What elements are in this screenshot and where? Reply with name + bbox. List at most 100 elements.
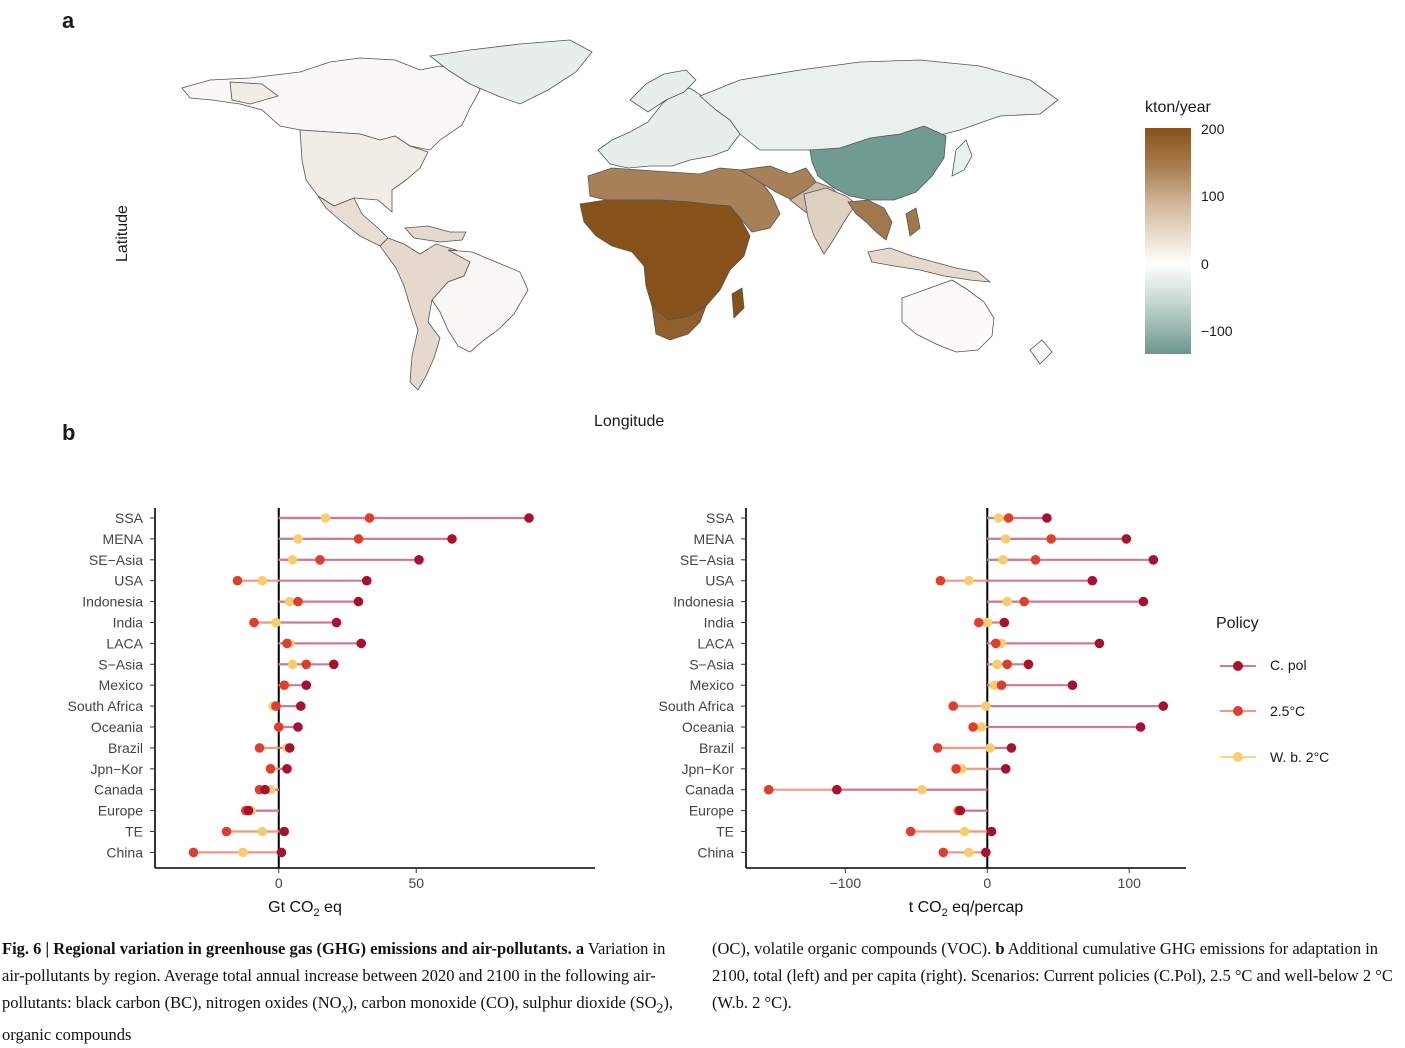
lollipop-point [992, 659, 1003, 670]
caption-right: (OC), volatile organic compounds (VOC). … [712, 935, 1396, 1016]
lollipop-point [243, 805, 254, 816]
world-map [181, 39, 1059, 391]
y-tick-label: Canada [94, 782, 143, 798]
lollipop-point [1094, 638, 1105, 649]
y-tick-label: SE−Asia [680, 552, 734, 568]
y-tick-label: SE−Asia [89, 552, 143, 568]
lollipop-point [249, 617, 259, 628]
lollipop-point [353, 534, 364, 544]
lollipop-point [293, 534, 303, 544]
lollipop-point [1087, 575, 1098, 586]
y-tick-label: USA [114, 573, 143, 589]
lollipop-point [1000, 534, 1011, 544]
lollipop-point [989, 680, 1000, 690]
y-tick-label: Europe [98, 803, 143, 819]
lollipop-point [1121, 534, 1132, 544]
map-region-te [699, 59, 1059, 151]
lollipop-point [273, 722, 284, 732]
lollipop-point [287, 659, 298, 670]
lollipop-point [279, 826, 290, 837]
policy-legend-title: Policy [1216, 615, 1259, 632]
caption-a-text-2: ), carbon monoxide (CO), sulphur dioxide… [347, 993, 657, 1012]
lollipop-point [301, 680, 312, 690]
policy-legend-label: 2.5°C [1270, 703, 1306, 719]
lollipop-point [293, 722, 303, 732]
map-region-se-asia [847, 199, 893, 241]
lollipop-point [320, 513, 331, 523]
y-tick-label: Mexico [99, 677, 144, 693]
lollipop-point [993, 513, 1004, 523]
lollipop-charts: 0 50 Gt CO2 eq SSA MENA SE−Asia USA Indonesia In… [68, 508, 1186, 919]
lollipop-point [964, 575, 974, 586]
x-tick-label: 100 [1118, 875, 1142, 891]
lollipop-point [284, 743, 295, 753]
colorbar-tick: 0 [1201, 256, 1209, 272]
panel-b-letter: b [62, 420, 76, 445]
lollipop-point [948, 701, 959, 711]
lollipop-point [315, 555, 325, 565]
y-tick-label: Europe [689, 803, 734, 819]
map-region-laca [379, 237, 471, 391]
lollipop-point [364, 513, 375, 523]
lollipop-point [331, 617, 342, 628]
y-tick-label: Indonesia [82, 594, 143, 610]
lollipop-point [1000, 764, 1011, 774]
lollipop-point [254, 743, 265, 753]
lollipop-point [917, 784, 927, 795]
lollipop-point [986, 826, 997, 837]
y-tick-label: Indonesia [673, 594, 734, 610]
x-axis-title: Gt CO2 eq [268, 899, 342, 919]
lollipop-point [832, 784, 842, 795]
lollipop-point [293, 596, 303, 607]
y-tick-label: MENA [103, 531, 144, 547]
map-region-laca [404, 225, 467, 243]
panel-a-letter: a [62, 8, 75, 33]
caption-fig-label: Fig. 6 | Regional variation in greenhous… [2, 939, 572, 958]
y-tick-label: SSA [115, 510, 144, 526]
caption-left: Fig. 6 | Regional variation in greenhous… [2, 935, 690, 1048]
caption-a-label: a [575, 939, 585, 958]
colorbar [1145, 128, 1191, 354]
colorbar-title: kton/year [1145, 99, 1211, 116]
lollipop-point [1042, 513, 1052, 523]
y-tick-label: S−Asia [689, 656, 734, 672]
map-region-usa [229, 81, 279, 105]
lollipop-point [238, 847, 248, 858]
map-region-canada [181, 57, 481, 151]
map-region-south-africa [651, 304, 707, 341]
lollipop-point [287, 555, 298, 565]
y-tick-label: USA [705, 573, 734, 589]
lollipop-point [447, 534, 457, 544]
lollipop-point [935, 575, 946, 586]
lollipop-point [188, 847, 199, 858]
lollipop-point [361, 575, 372, 586]
map-region-oceania [1029, 339, 1053, 365]
lollipop-point [999, 617, 1010, 628]
y-tick-label: TE [716, 824, 734, 840]
y-tick-label: South Africa [659, 698, 735, 714]
map-region-indonesia [867, 247, 992, 283]
lollipop-point [973, 617, 984, 628]
map-region-se-asia [905, 207, 921, 237]
legend-key-dot-25 [1233, 706, 1243, 716]
legend-key-dot-wb2 [1233, 752, 1243, 762]
caption-a-text-1: Variation in air-pollutants by region. A… [2, 939, 666, 1012]
lollipop-point [1138, 596, 1149, 607]
lollipop-point [232, 575, 243, 586]
lollipop-point [1006, 743, 1017, 753]
lollipop-point [763, 784, 774, 795]
lollipop-point [1046, 534, 1056, 544]
lollipop-point [1067, 680, 1078, 690]
lollipop-point [959, 826, 970, 837]
y-tick-label: TE [125, 824, 143, 840]
lollipop-point [998, 555, 1008, 565]
lollipop-point [905, 826, 916, 837]
y-tick-label: SSA [706, 510, 735, 526]
map-region-europe [429, 39, 593, 105]
lollipop-point [414, 555, 424, 565]
caption-so2-sub: 2 [656, 1000, 664, 1016]
lollipop-point [1019, 596, 1029, 607]
colorbar-tick: 100 [1201, 188, 1225, 204]
lollipop-point [1003, 513, 1014, 523]
map-region-ssa [731, 287, 745, 319]
